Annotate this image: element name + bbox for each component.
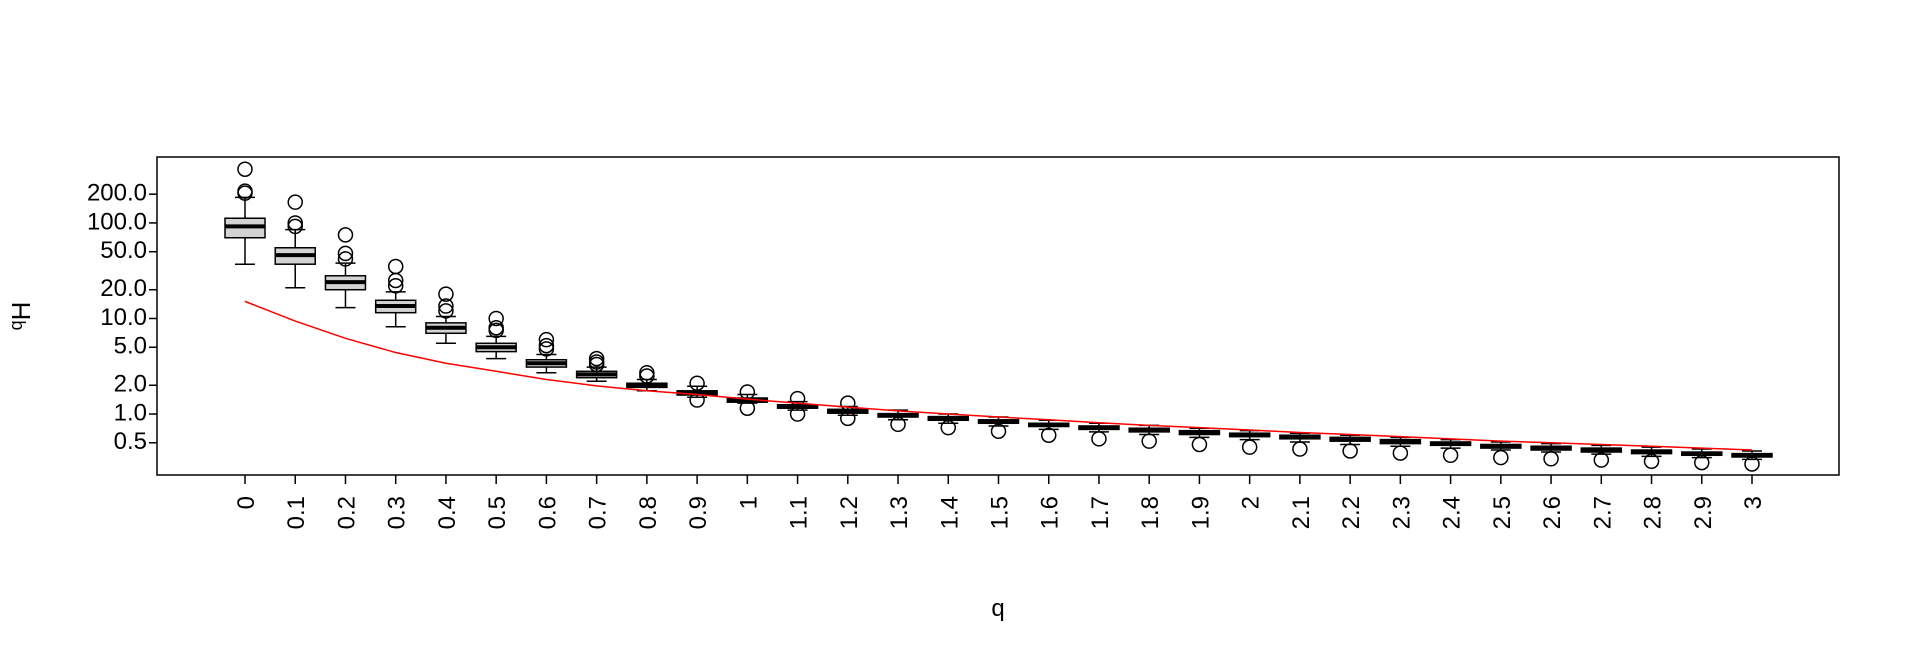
outlier bbox=[588, 354, 605, 370]
outlier bbox=[940, 419, 957, 436]
outlier bbox=[588, 350, 605, 367]
y-tick-label: 0.5 bbox=[114, 428, 147, 455]
x-tick-label: 2.9 bbox=[1690, 496, 1717, 529]
y-tick-label: 10.0 bbox=[100, 304, 147, 331]
outlier bbox=[639, 365, 655, 381]
x-tick-label: 2.4 bbox=[1439, 496, 1466, 529]
outlier bbox=[1342, 443, 1358, 459]
outlier bbox=[789, 406, 806, 422]
outlier bbox=[789, 390, 806, 407]
outlier bbox=[1040, 427, 1057, 443]
outlier bbox=[990, 423, 1007, 440]
x-tick-label: 0.9 bbox=[685, 496, 712, 529]
y-tick-label: 200.0 bbox=[87, 180, 147, 207]
x-tick-label: 0.2 bbox=[333, 496, 360, 529]
outlier bbox=[1442, 447, 1459, 464]
outlier bbox=[387, 278, 404, 294]
outlier bbox=[1091, 431, 1107, 447]
x-tick-label: 1.1 bbox=[786, 496, 813, 529]
x-tick-label: 0.7 bbox=[585, 496, 612, 529]
y-axis-label-main: H bbox=[6, 302, 36, 321]
x-tick-label: 0.5 bbox=[484, 496, 511, 529]
x-tick-label: 1.2 bbox=[836, 496, 863, 529]
y-tick-label: 2.0 bbox=[114, 371, 147, 398]
outlier bbox=[387, 258, 404, 275]
outlier bbox=[287, 194, 303, 210]
x-tick-label: 1.9 bbox=[1187, 496, 1214, 529]
outlier bbox=[1643, 453, 1660, 470]
y-axis-label-sup: q bbox=[6, 320, 26, 330]
x-tick-label: 0.6 bbox=[534, 496, 561, 529]
outlier bbox=[1493, 449, 1509, 466]
y-tick-label: 5.0 bbox=[114, 333, 147, 360]
x-axis-label: q bbox=[991, 595, 1004, 622]
y-tick-label: 100.0 bbox=[87, 208, 147, 235]
outlier bbox=[1292, 441, 1308, 457]
y-axis-label: qH bbox=[6, 302, 36, 331]
x-tick-label: 1.5 bbox=[987, 496, 1014, 529]
x-tick-label: 0.3 bbox=[384, 496, 411, 529]
x-tick-label: 2.6 bbox=[1539, 496, 1566, 529]
outlier bbox=[337, 245, 354, 262]
outlier bbox=[739, 400, 756, 416]
x-tick-label: 2.7 bbox=[1589, 496, 1616, 529]
outlier bbox=[1141, 433, 1157, 449]
outlier bbox=[237, 161, 253, 177]
x-tick-label: 0.1 bbox=[283, 496, 310, 529]
outlier bbox=[287, 215, 303, 231]
outlier bbox=[840, 410, 856, 427]
x-tick-label: 1 bbox=[735, 496, 762, 509]
y-tick-label: 50.0 bbox=[100, 237, 147, 264]
x-tick-label: 2.3 bbox=[1388, 496, 1415, 529]
outlier bbox=[337, 251, 354, 267]
x-tick-label: 1.3 bbox=[886, 496, 913, 529]
outlier bbox=[438, 286, 454, 302]
reference-line bbox=[244, 300, 1753, 451]
outlier bbox=[1191, 436, 1208, 453]
outlier bbox=[237, 183, 253, 199]
x-tick-label: 2.1 bbox=[1288, 496, 1315, 529]
outlier bbox=[1694, 454, 1710, 471]
x-tick-label: 2.8 bbox=[1640, 496, 1667, 529]
x-tick-label: 1.4 bbox=[936, 496, 963, 529]
y-tick-label: 20.0 bbox=[100, 275, 147, 302]
outlier bbox=[689, 392, 705, 408]
x-tick-label: 0.4 bbox=[434, 496, 461, 529]
outlier bbox=[1241, 439, 1258, 455]
y-tick-label: 1.0 bbox=[114, 399, 147, 426]
x-tick-label: 1.7 bbox=[1087, 496, 1114, 529]
outlier bbox=[689, 375, 705, 391]
outlier bbox=[337, 227, 354, 243]
x-tick-label: 2 bbox=[1238, 496, 1265, 509]
outlier bbox=[488, 319, 504, 336]
outlier bbox=[287, 218, 303, 235]
outlier bbox=[1392, 445, 1409, 461]
outlier bbox=[890, 416, 906, 433]
x-tick-label: 2.2 bbox=[1338, 496, 1365, 529]
outlier bbox=[538, 337, 555, 354]
outlier bbox=[438, 298, 454, 314]
outlier bbox=[1593, 452, 1610, 468]
x-tick-label: 1.8 bbox=[1137, 496, 1164, 529]
plot-frame bbox=[156, 156, 1840, 476]
outlier bbox=[1744, 456, 1760, 472]
x-tick-label: 2.5 bbox=[1489, 496, 1516, 529]
x-tick-label: 0 bbox=[233, 496, 260, 509]
x-tick-label: 0.8 bbox=[635, 496, 662, 529]
outlier bbox=[488, 310, 504, 327]
outlier bbox=[1543, 451, 1559, 467]
outlier bbox=[538, 331, 555, 348]
outlier bbox=[840, 395, 856, 411]
outlier bbox=[438, 303, 454, 319]
x-tick-label: 1.6 bbox=[1037, 496, 1064, 529]
x-tick-label: 3 bbox=[1740, 496, 1767, 509]
